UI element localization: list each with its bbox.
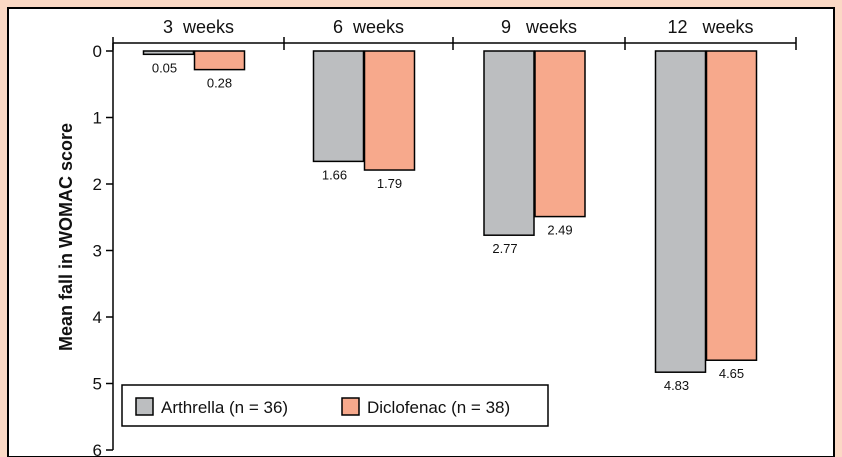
y-tick-label-5: 5 bbox=[93, 375, 102, 394]
value-label-1-0: 0.28 bbox=[207, 76, 232, 91]
legend-label-arthrella: Arthrella (n = 36) bbox=[161, 398, 288, 417]
legend-swatch-arthrella bbox=[135, 397, 154, 416]
y-axis-label: Mean fall in WOMAC score bbox=[56, 123, 76, 351]
x-category-label-1: 6 weeks bbox=[333, 17, 404, 37]
y-tick-label-1: 1 bbox=[93, 109, 102, 128]
value-label-1-3: 4.65 bbox=[719, 366, 744, 381]
bar-1-3 bbox=[705, 50, 758, 361]
x-category-label-2: 9 weeks bbox=[501, 17, 577, 37]
bar-0-2 bbox=[483, 50, 535, 236]
value-label-0-1: 1.66 bbox=[322, 167, 347, 182]
x-category-label-3: 12 weeks bbox=[667, 17, 753, 37]
y-tick-label-0: 0 bbox=[93, 42, 102, 61]
bar-0-1 bbox=[312, 50, 365, 163]
bar-1-1 bbox=[363, 50, 416, 171]
legend-label-diclofenac: Diclofenac (n = 38) bbox=[367, 398, 510, 417]
bar-0-3 bbox=[654, 50, 707, 373]
x-category-label-0: 3 weeks bbox=[163, 17, 234, 37]
value-label-0-3: 4.83 bbox=[664, 378, 689, 393]
legend: Arthrella (n = 36) Diclofenac (n = 38) bbox=[121, 384, 549, 427]
legend-swatch-diclofenac bbox=[341, 397, 360, 416]
value-label-0-2: 2.77 bbox=[492, 241, 517, 256]
value-label-1-2: 2.49 bbox=[547, 223, 572, 238]
bar-1-2 bbox=[534, 50, 586, 218]
y-tick-label-4: 4 bbox=[93, 308, 102, 327]
bar-0-0 bbox=[142, 50, 195, 56]
y-tick-label-3: 3 bbox=[93, 242, 102, 261]
value-label-0-0: 0.05 bbox=[152, 60, 177, 75]
value-label-1-1: 1.79 bbox=[377, 176, 402, 191]
y-tick-label-2: 2 bbox=[93, 175, 102, 194]
y-tick-label-6: 6 bbox=[93, 441, 102, 457]
bar-1-0 bbox=[193, 50, 246, 71]
legend-box bbox=[121, 384, 549, 427]
